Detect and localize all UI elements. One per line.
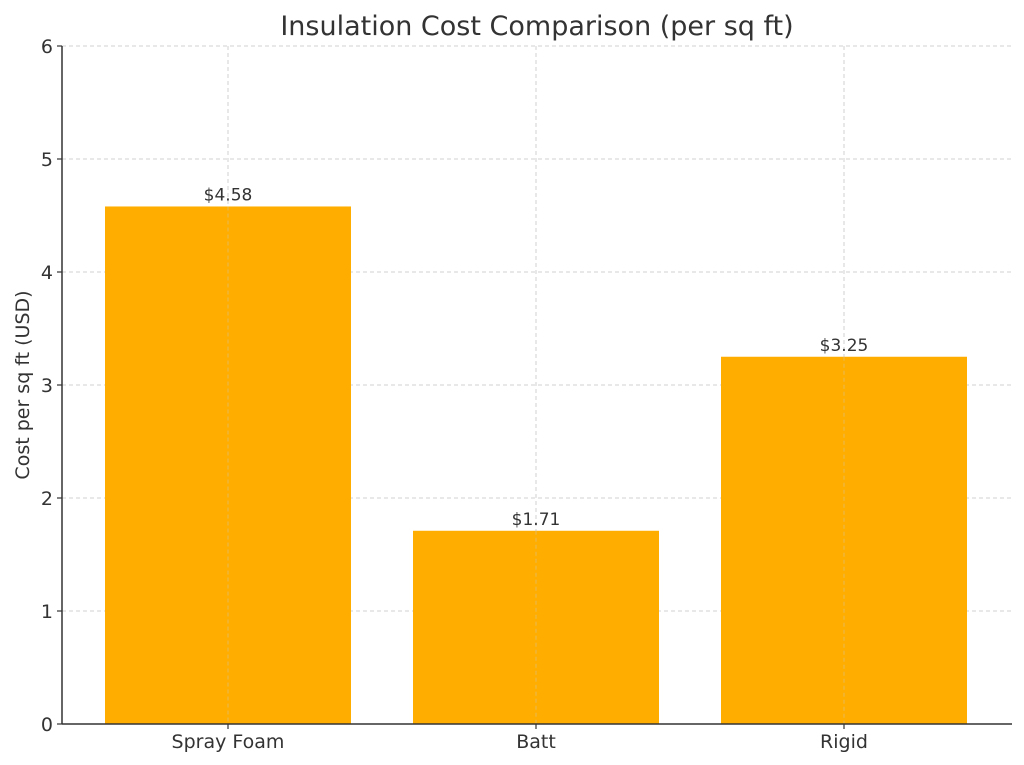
y-tick-label: 4 — [41, 262, 53, 284]
y-tick-label: 1 — [41, 601, 53, 623]
axes: Spray Foam Batt Rigid 0 1 2 3 4 5 6 — [41, 36, 1012, 753]
data-labels: $4.58 $1.71 $3.25 — [204, 185, 869, 529]
x-tick-label: Spray Foam — [172, 731, 285, 753]
y-tick-label: 6 — [41, 36, 53, 58]
y-axis-label: Cost per sq ft (USD) — [12, 290, 34, 479]
x-tick-label: Rigid — [820, 731, 868, 753]
data-label: $1.71 — [512, 510, 561, 530]
bars — [105, 206, 967, 724]
data-label: $3.25 — [820, 336, 869, 356]
y-tick-label: 0 — [41, 714, 53, 736]
y-tick-label: 5 — [41, 149, 53, 171]
x-tick-label: Batt — [516, 731, 556, 753]
y-tick-label: 2 — [41, 488, 53, 510]
data-label: $4.58 — [204, 185, 253, 205]
y-tick-label: 3 — [41, 375, 53, 397]
chart-title: Insulation Cost Comparison (per sq ft) — [280, 11, 793, 42]
